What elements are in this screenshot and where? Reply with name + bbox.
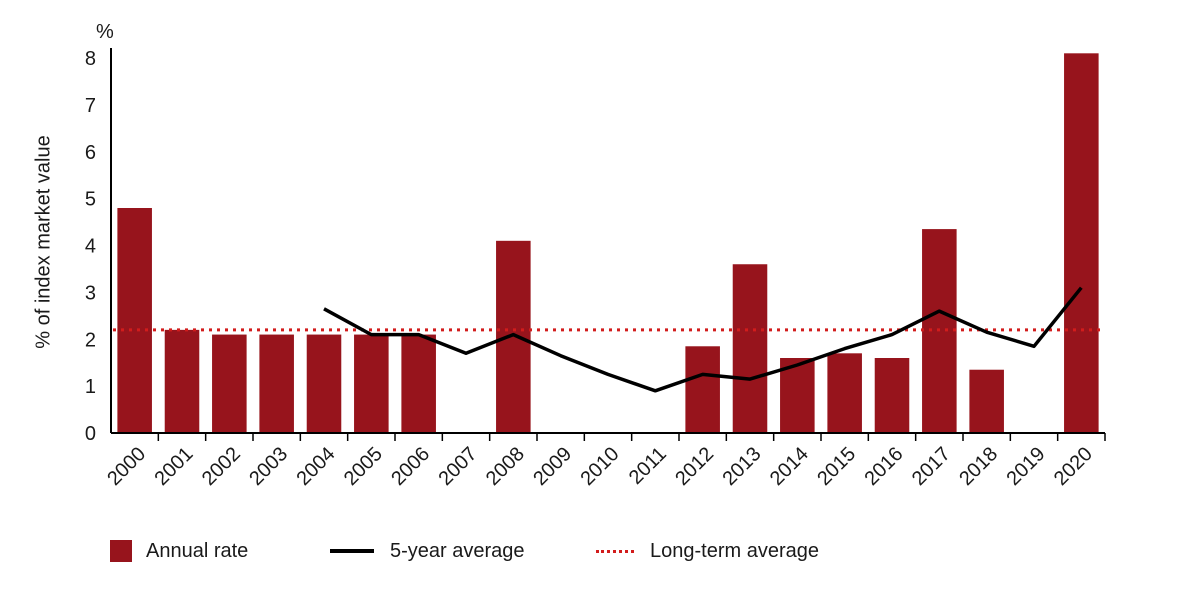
bar-2005 <box>354 334 389 433</box>
x-tick-label: 2016 <box>861 443 908 490</box>
bar-2015 <box>827 353 862 433</box>
bar-2006 <box>401 334 436 433</box>
x-tick-label: 2019 <box>1003 443 1050 490</box>
legend-item-five-year-average: 5-year average <box>330 536 525 566</box>
legend-swatch-five-year-average <box>330 549 374 553</box>
x-tick-label: 2018 <box>955 443 1002 490</box>
x-tick-label: 2012 <box>671 443 718 490</box>
y-tick-label: 2 <box>85 329 96 351</box>
y-tick-label: 7 <box>85 95 96 117</box>
bar-2002 <box>212 334 247 433</box>
bar-2020 <box>1064 53 1099 433</box>
legend-swatch-annual-rate <box>110 540 132 562</box>
bar-2012 <box>685 346 720 433</box>
x-tick-label: 2007 <box>435 443 482 490</box>
bar-2003 <box>259 334 294 433</box>
x-tick-label: 2006 <box>387 443 434 490</box>
x-tick-label: 2008 <box>482 443 529 490</box>
x-tick-label: 2003 <box>245 443 292 490</box>
x-tick-label: 2002 <box>198 443 245 490</box>
x-tick-label: 2013 <box>719 443 766 490</box>
x-tick-label: 2017 <box>908 443 955 490</box>
legend-label-annual-rate: Annual rate <box>146 539 249 562</box>
bar-2014 <box>780 358 815 433</box>
y-axis-label: % of index market value <box>32 135 54 348</box>
legend-label-five-year-average: 5-year average <box>390 539 525 562</box>
legend-item-annual-rate: Annual rate <box>110 536 248 566</box>
x-tick-label: 2009 <box>529 443 576 490</box>
y-ticks: 0 1 2 3 4 5 6 7 8 <box>85 48 96 445</box>
y-tick-label: 5 <box>85 189 96 211</box>
bar-2001 <box>164 329 200 433</box>
bar-2008 <box>496 240 531 433</box>
y-tick-label: 6 <box>85 142 96 164</box>
y-tick-label: 1 <box>85 376 96 398</box>
x-tick-label: 2015 <box>813 443 860 490</box>
x-tick-label: 2004 <box>293 443 340 490</box>
bars <box>117 53 1099 433</box>
x-tick-label: 2011 <box>625 443 671 489</box>
y-tick-label: 3 <box>85 282 96 304</box>
x-ticks: 2000 2001 2002 2003 2004 2005 2006 2007 2008 2009… <box>103 433 1106 490</box>
y-axis-unit: % <box>96 21 114 43</box>
x-tick-label: 2014 <box>766 443 813 490</box>
bar-2013 <box>732 264 768 433</box>
legend-label-long-term-average: Long-term average <box>650 539 819 562</box>
five-year-average-line <box>323 286 1083 393</box>
bar-2000 <box>117 208 152 433</box>
y-tick-label: 0 <box>85 423 96 445</box>
bar-2004 <box>306 334 342 433</box>
x-tick-label: 2020 <box>1050 443 1097 490</box>
x-tick-label: 2005 <box>340 443 387 490</box>
bar-2018 <box>969 369 1004 433</box>
y-tick-label: 4 <box>85 236 96 258</box>
y-tick-label: 8 <box>85 48 96 70</box>
bar-2016 <box>874 358 910 433</box>
x-tick-label: 2000 <box>103 443 150 490</box>
legend-item-long-term-average: Long-term average <box>596 536 819 566</box>
legend-swatch-long-term-average <box>596 549 634 553</box>
x-tick-label: 2001 <box>151 443 198 490</box>
x-tick-label: 2010 <box>577 443 624 490</box>
